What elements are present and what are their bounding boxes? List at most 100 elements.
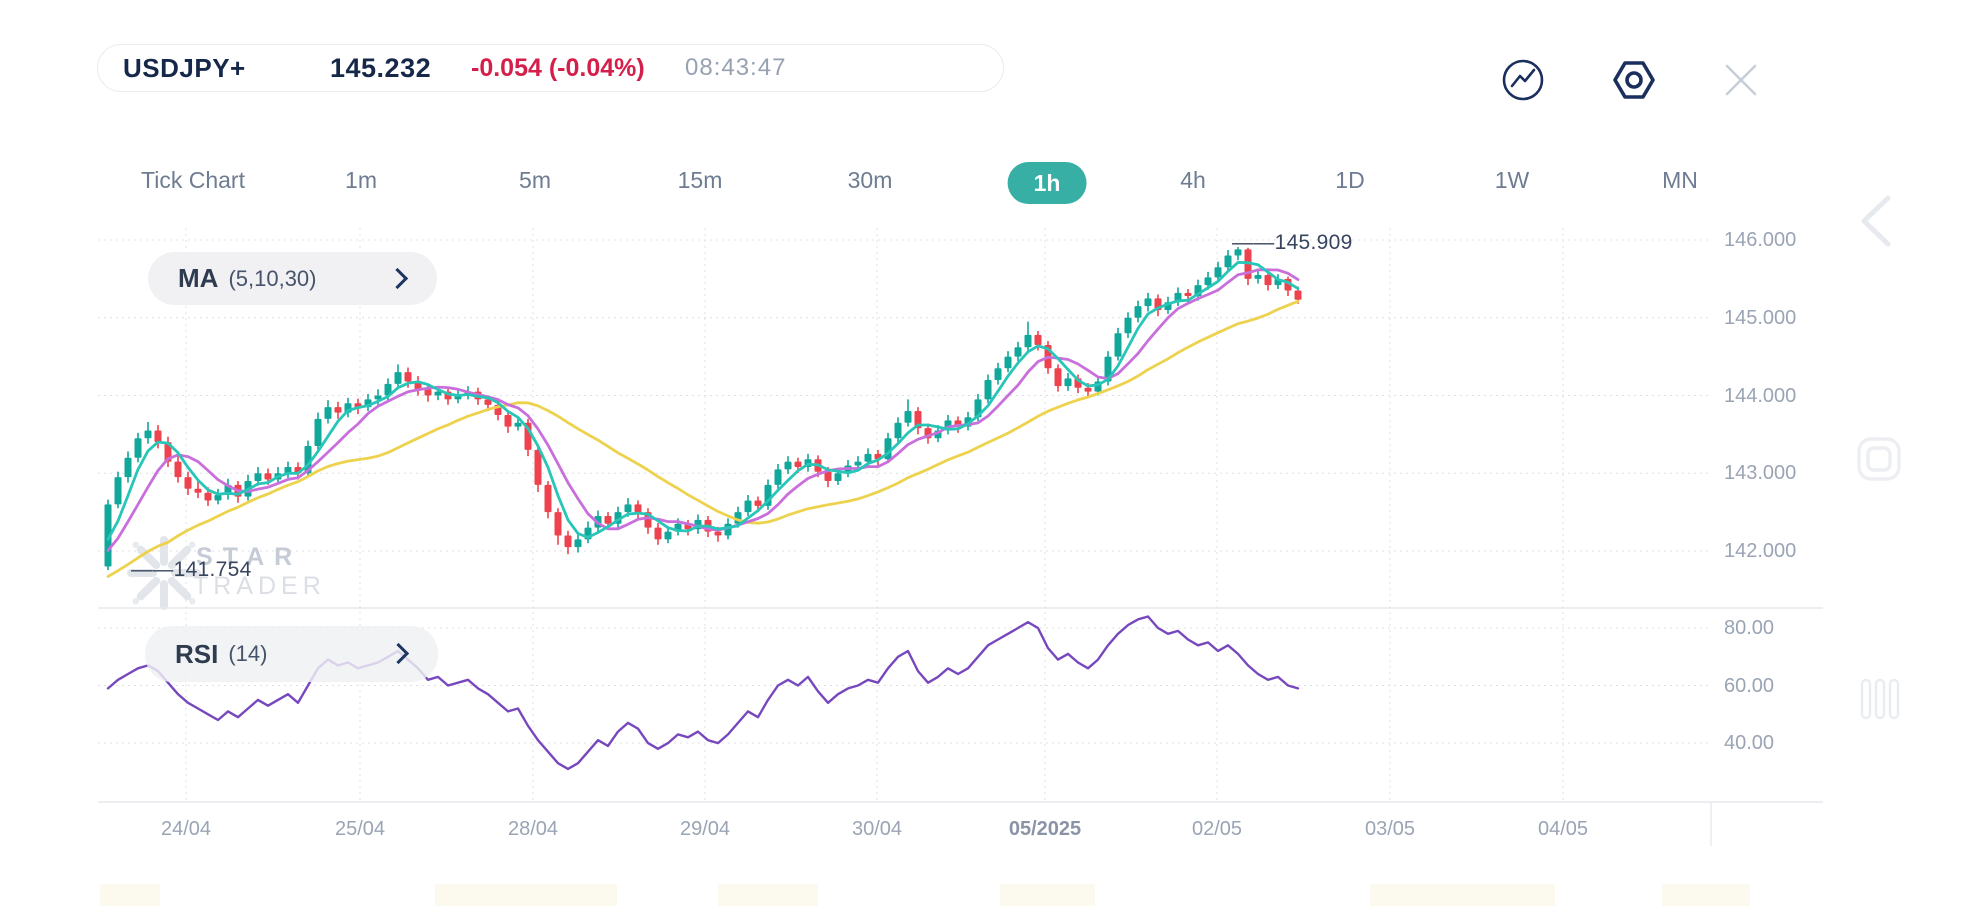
candle <box>284 467 292 474</box>
bottom-strip-segment <box>1370 884 1555 906</box>
candle <box>534 449 542 485</box>
candle <box>264 473 272 480</box>
candle <box>424 389 432 396</box>
candle <box>544 484 552 513</box>
price-axis-label: 144.000 <box>1724 384 1797 407</box>
ma-label: MA <box>178 263 219 293</box>
candle <box>994 368 1002 380</box>
price-axis-label: 146.000 <box>1724 229 1797 251</box>
candle <box>114 477 122 505</box>
candle <box>714 531 722 536</box>
watermark-logo <box>127 536 201 610</box>
candle <box>254 473 262 482</box>
watermark-trader: TRADER <box>193 572 326 600</box>
drag-bars-icon[interactable] <box>1858 678 1902 720</box>
candle <box>754 500 762 506</box>
tab-5m[interactable]: 5m <box>519 167 551 193</box>
candle <box>174 461 182 478</box>
date-axis-label: 29/04 <box>679 818 731 840</box>
tab-15m[interactable]: 15m <box>677 167 723 193</box>
tab-1w[interactable]: 1W <box>1494 167 1530 193</box>
tab-30m[interactable]: 30m <box>847 167 893 193</box>
candle <box>1014 347 1022 357</box>
candle <box>1204 277 1212 286</box>
candle <box>124 457 132 478</box>
candle <box>744 500 752 513</box>
candle <box>1054 368 1062 387</box>
low-price-annotation: ——141.754 <box>131 558 252 581</box>
candle <box>1264 274 1272 286</box>
tab-1d[interactable]: 1D <box>1335 167 1365 193</box>
candle <box>1124 317 1132 334</box>
candle <box>504 414 512 427</box>
candle <box>1254 274 1262 279</box>
candle <box>1004 356 1012 369</box>
candle <box>1114 333 1122 357</box>
candle <box>1294 290 1302 300</box>
date-axis-label: 28/04 <box>507 818 559 840</box>
trend-circle-icon[interactable] <box>1501 58 1545 102</box>
candle <box>634 504 642 513</box>
tab-1m[interactable]: 1m <box>345 167 377 193</box>
candle <box>404 372 412 382</box>
candle <box>1184 292 1192 296</box>
server-time: 08:43:47 <box>685 54 787 81</box>
date-axis-label: 02/05 <box>1191 818 1243 840</box>
candle <box>214 495 222 501</box>
bottom-strip-segment <box>1662 884 1750 906</box>
date-axis-label: 30/04 <box>851 818 903 840</box>
candle <box>564 535 572 548</box>
tab-tick-chart[interactable]: Tick Chart <box>141 167 245 193</box>
rsi-indicator-button[interactable]: RSI (14) <box>145 626 438 682</box>
candle <box>794 461 802 468</box>
candle <box>314 418 322 447</box>
ma-indicator-button[interactable]: MA (5,10,30) <box>148 252 437 305</box>
rounded-square-icon[interactable] <box>1856 437 1902 481</box>
candle <box>1024 334 1032 348</box>
settings-hexagon-icon[interactable] <box>1611 58 1657 102</box>
candle <box>144 430 152 439</box>
candle <box>194 488 202 493</box>
candle <box>374 395 382 400</box>
candle <box>1034 334 1042 345</box>
candle <box>384 383 392 396</box>
price-axis-label: 143.000 <box>1724 462 1797 485</box>
candle <box>1144 298 1152 307</box>
rsi-axis-label: 60.00 <box>1724 674 1775 697</box>
candle <box>334 407 342 413</box>
bottom-strip-segment <box>435 884 617 906</box>
candle <box>864 453 872 462</box>
candle <box>1084 387 1092 392</box>
rsi-line <box>106 615 1300 771</box>
ma-line <box>106 261 1300 541</box>
tab-1h[interactable]: 1h <box>1007 162 1087 204</box>
candle <box>394 372 402 384</box>
candle <box>324 407 332 419</box>
rsi-axis-label: 80.00 <box>1724 617 1775 639</box>
candle <box>654 527 662 540</box>
candle <box>434 391 442 396</box>
last-price: 145.232 <box>330 52 432 83</box>
candle <box>184 477 192 489</box>
candle <box>834 473 842 482</box>
symbol-header: USDJPY+ 145.232 -0.054 (-0.04%) 08:43:47 <box>97 44 1004 92</box>
chevron-left-icon[interactable] <box>1852 190 1900 252</box>
close-icon[interactable] <box>1723 62 1759 98</box>
bottom-strip-segment <box>718 884 818 906</box>
price-axis-label: 142.000 <box>1724 540 1797 562</box>
candle <box>574 539 582 548</box>
candle <box>484 399 492 405</box>
chevron-right-icon <box>386 267 409 289</box>
candle <box>664 531 672 540</box>
candle <box>624 504 632 513</box>
candle <box>1224 255 1232 268</box>
chevron-right-icon <box>387 642 410 665</box>
candle <box>1214 267 1222 278</box>
candle <box>854 461 862 466</box>
tab-mn[interactable]: MN <box>1662 167 1698 193</box>
candle <box>984 379 992 400</box>
bottom-strip-segment <box>1000 884 1095 906</box>
tab-4h[interactable]: 4h <box>1180 167 1206 193</box>
